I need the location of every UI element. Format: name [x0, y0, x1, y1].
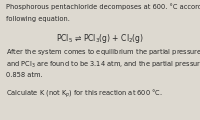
Text: Phosphorous pentachloride decomposes at 600. °C according to the: Phosphorous pentachloride decomposes at …	[6, 4, 200, 10]
Text: 0.858 atm.: 0.858 atm.	[6, 72, 43, 78]
Text: and PCl$_3$ are found to be 3.14 atm, and the partial pressure of PCl$_5$ was: and PCl$_3$ are found to be 3.14 atm, an…	[6, 60, 200, 70]
Text: following equation.: following equation.	[6, 16, 70, 22]
Text: Calculate K (not K$_p$) for this reaction at 600 °C.: Calculate K (not K$_p$) for this reactio…	[6, 88, 163, 100]
Text: After the system comes to equilibrium the partial pressures of both Cl$_2$: After the system comes to equilibrium th…	[6, 48, 200, 58]
Text: PCl$_5$ ⇌ PCl$_3$(g) + Cl$_2$(g): PCl$_5$ ⇌ PCl$_3$(g) + Cl$_2$(g)	[56, 32, 144, 45]
